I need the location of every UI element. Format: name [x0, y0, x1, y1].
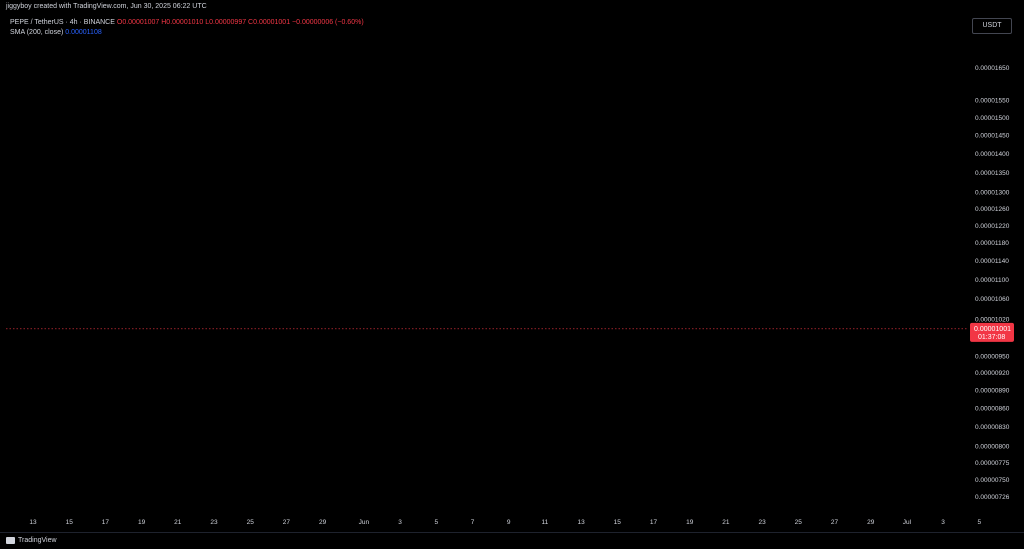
x-tick-label: 5 — [434, 519, 438, 526]
y-tick-label: 0.00001450 — [975, 133, 1010, 140]
y-tick-label: 0.00000920 — [975, 370, 1010, 377]
y-tick-label: 0.00001400 — [975, 151, 1010, 158]
x-tick-label: 5 — [977, 519, 981, 526]
y-tick-label: 0.00001260 — [975, 206, 1010, 213]
x-tick-label: 27 — [831, 519, 839, 526]
sma-label: SMA (200, close) — [10, 29, 64, 36]
y-tick-label: 0.00000726 — [975, 494, 1010, 501]
y-tick-label: 0.00000775 — [975, 460, 1010, 467]
x-tick-label: 7 — [471, 519, 475, 526]
header-bar: jiggyboy created with TradingView.com, J… — [0, 0, 1024, 14]
x-tick-label: 15 — [66, 519, 74, 526]
y-tick-label: 0.00000950 — [975, 353, 1010, 360]
tradingview-logo-icon — [6, 537, 15, 544]
x-tick-label: 3 — [941, 519, 945, 526]
y-tick-label: 0.00000890 — [975, 388, 1010, 395]
x-tick-label: 3 — [398, 519, 402, 526]
x-tick-label: 15 — [614, 519, 622, 526]
x-tick-label: 23 — [758, 519, 766, 526]
tradingview-logo[interactable]: TradingView — [6, 537, 57, 544]
x-tick-label: 19 — [138, 519, 146, 526]
y-tick-label: 0.00001020 — [975, 316, 1010, 323]
price-axis: 0.00001650 0.00001550 0.00001500 0.00001450… — [975, 65, 1010, 501]
x-tick-label: 27 — [283, 519, 291, 526]
sma-value: 0.00001108 — [65, 29, 102, 36]
time-axis: 13 15 17 19 21 23 25 27 29 Jun 3 5 7 9 11 13 15 17 19 21 23 2… — [29, 519, 981, 526]
x-tick-label: 13 — [29, 519, 37, 526]
x-tick-label: 19 — [686, 519, 694, 526]
last-price-tag-bg — [970, 322, 1014, 342]
y-tick-label: 0.00001300 — [975, 190, 1010, 197]
y-tick-label: 0.00001550 — [975, 98, 1010, 105]
y-tick-label: 0.00001100 — [975, 277, 1009, 284]
footer-bar: TradingView — [0, 532, 1024, 549]
y-tick-label: 0.00001220 — [975, 223, 1010, 230]
x-tick-label: 21 — [722, 519, 730, 526]
x-tick-label: 25 — [795, 519, 803, 526]
currency-button[interactable]: USDT — [972, 18, 1012, 34]
y-tick-label: 0.00001180 — [975, 240, 1009, 247]
y-tick-label: 0.00001140 — [975, 258, 1009, 265]
x-tick-label: 17 — [102, 519, 110, 526]
attribution-text: jiggyboy created with TradingView.com, J… — [6, 3, 207, 10]
x-tick-label: 29 — [867, 519, 875, 526]
x-tick-label: Jun — [359, 519, 370, 526]
tradingview-brand: TradingView — [18, 537, 57, 544]
y-tick-label: 0.00001500 — [975, 115, 1010, 122]
y-tick-label: 0.00001650 — [975, 65, 1010, 72]
x-tick-label: 29 — [319, 519, 327, 526]
last-price-value: 0.00001001 — [974, 326, 1011, 333]
y-tick-label: 0.00000800 — [975, 443, 1010, 450]
x-tick-label: 13 — [577, 519, 585, 526]
x-tick-label: 17 — [650, 519, 658, 526]
y-tick-label: 0.00000860 — [975, 405, 1010, 412]
y-tick-label: 0.00001350 — [975, 170, 1010, 177]
x-tick-label: 9 — [507, 519, 511, 526]
x-tick-label: 11 — [542, 519, 549, 526]
sma-legend: SMA (200, close) 0.00001108 — [10, 28, 364, 38]
y-tick-label: 0.00000830 — [975, 424, 1010, 431]
last-price-countdown: 01:37:08 — [978, 334, 1005, 341]
x-tick-label: Jul — [903, 519, 912, 526]
y-tick-label: 0.00001060 — [975, 296, 1010, 303]
symbol-title: PEPE / TetherUS · 4h · BINANCE — [10, 19, 115, 26]
x-tick-label: 23 — [210, 519, 218, 526]
legend: PEPE / TetherUS · 4h · BINANCE O0.000010… — [10, 18, 364, 38]
x-tick-label: 21 — [174, 519, 182, 526]
y-tick-label: 0.00000750 — [975, 477, 1010, 484]
symbol-legend: PEPE / TetherUS · 4h · BINANCE O0.000010… — [10, 18, 364, 28]
ohlc-values: O0.00001007 H0.00001010 L0.00000997 C0.0… — [116, 19, 364, 26]
x-tick-label: 25 — [247, 519, 255, 526]
